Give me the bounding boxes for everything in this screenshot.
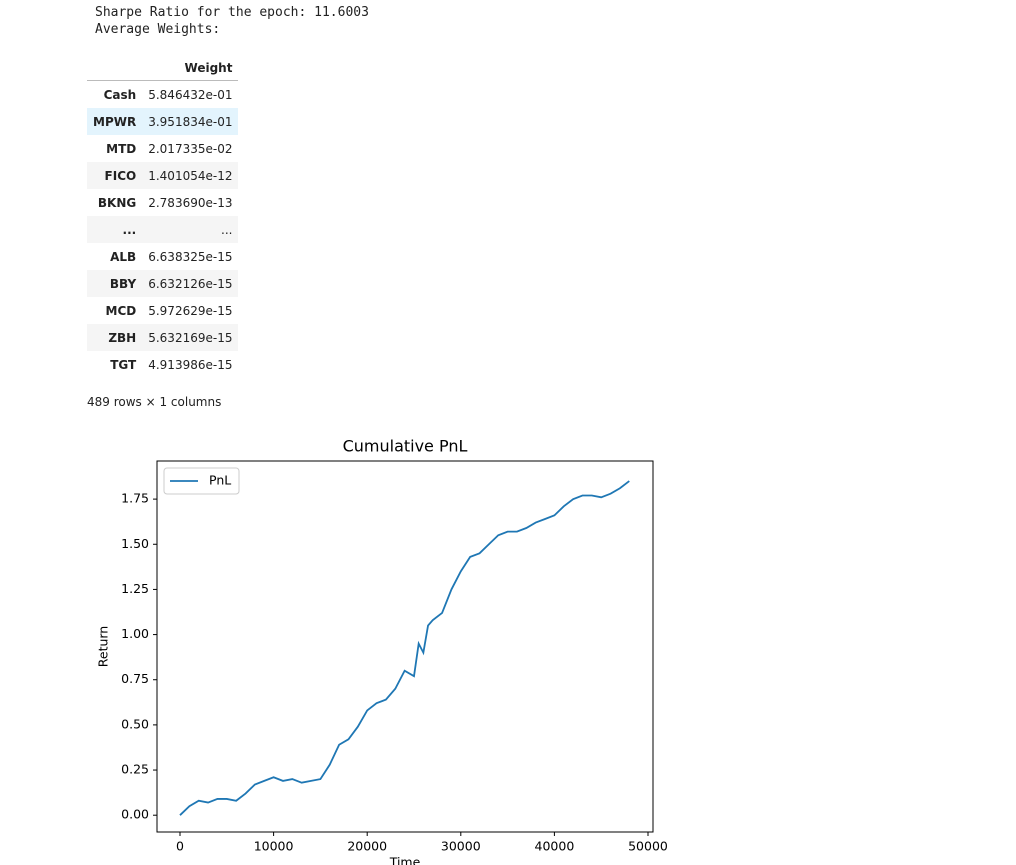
- column-header: Weight: [142, 56, 239, 81]
- y-axis-label: Return: [96, 626, 111, 667]
- x-tick-label: 30000: [441, 839, 481, 854]
- row-label: MCD: [105, 303, 137, 318]
- x-tick-label: 10000: [254, 839, 294, 854]
- table-row: MPWR 3.951834e-01: [87, 108, 239, 135]
- y-tick-label: 1.25: [121, 581, 149, 596]
- y-tick-label: 1.00: [121, 626, 149, 641]
- table-row: MCD 5.972629e-15: [87, 297, 238, 324]
- cell: 6.638325e-15: [148, 249, 233, 264]
- row-label: FICO: [104, 168, 137, 183]
- row-label: BBY: [109, 276, 137, 291]
- y-tick-label: 1.50: [121, 536, 149, 551]
- row-label: ...: [122, 222, 137, 237]
- row-label: TGT: [110, 357, 137, 372]
- chart-title: Cumulative PnL: [343, 437, 468, 456]
- x-tick-label: 0: [176, 839, 184, 854]
- plot-frame: [156, 460, 654, 833]
- x-axis-label: Time: [389, 855, 421, 865]
- row-label: ZBH: [108, 330, 137, 345]
- table-row: FICO 1.401054e-12: [87, 162, 239, 189]
- row-label: MTD: [106, 141, 137, 156]
- table-row: ......: [87, 216, 239, 243]
- y-tick-label: 0.50: [121, 716, 149, 731]
- cell: 2.017335e-02: [148, 141, 233, 156]
- y-tick-label: 0.25: [121, 762, 149, 777]
- table-row: ZBH 5.632169e-15: [87, 324, 239, 351]
- chart: Cumulative PnL 0 10000 20000 30000 40000 50000…: [96, 437, 668, 865]
- table-row: Cash 5.846432e-01: [87, 81, 238, 109]
- y-tick-label: 1.75: [121, 491, 149, 506]
- table-body: Cash 5.846432e-01 MPWR 3.951834e-01 MTD 2.017…: [87, 81, 239, 379]
- cell: 4.913986e-15: [148, 357, 233, 372]
- weights-table: Weight Cash 5.846432e-01 MPWR 3.951834e-01 M…: [87, 56, 239, 379]
- cell: 2.783690e-13: [148, 195, 233, 210]
- cell: 3.951834e-01: [148, 114, 233, 129]
- row-label: BKNG: [97, 195, 137, 210]
- table-row: TGT 4.913986e-15: [87, 351, 238, 378]
- cell: 5.632169e-15: [148, 330, 233, 345]
- legend-box: [163, 467, 240, 495]
- output-line: Average Weights:: [95, 22, 221, 37]
- x-tick-label: 40000: [535, 839, 575, 854]
- table-row: BKNG 2.783690e-13: [87, 189, 238, 216]
- cell: 5.972629e-15: [148, 303, 233, 318]
- table-row: BBY 6.632126e-15: [87, 270, 239, 297]
- cell: 6.632126e-15: [148, 276, 233, 291]
- output-line: Sharpe Ratio for the epoch: 11.6003: [95, 5, 369, 20]
- cell: 1.401054e-12: [148, 168, 233, 183]
- index-header: [87, 56, 143, 81]
- row-label: MPWR: [93, 114, 137, 129]
- table-footer: 489 rows × 1 columns: [87, 395, 222, 409]
- x-tick-label: 50000: [628, 839, 668, 854]
- y-tick-label: 0.00: [121, 807, 149, 822]
- cell: ...: [221, 222, 233, 237]
- legend-label: PnL: [209, 473, 231, 488]
- row-label: Cash: [103, 87, 137, 102]
- cell: 5.846432e-01: [148, 87, 233, 102]
- table-row: ALB 6.638325e-15: [87, 243, 238, 270]
- pnl-line: [179, 480, 630, 816]
- y-tick-label: 0.75: [121, 671, 149, 686]
- x-tick-label: 20000: [347, 839, 387, 854]
- table-row: MTD 2.017335e-02: [87, 135, 238, 162]
- row-label: ALB: [110, 249, 137, 264]
- header-row: Weight: [87, 56, 239, 81]
